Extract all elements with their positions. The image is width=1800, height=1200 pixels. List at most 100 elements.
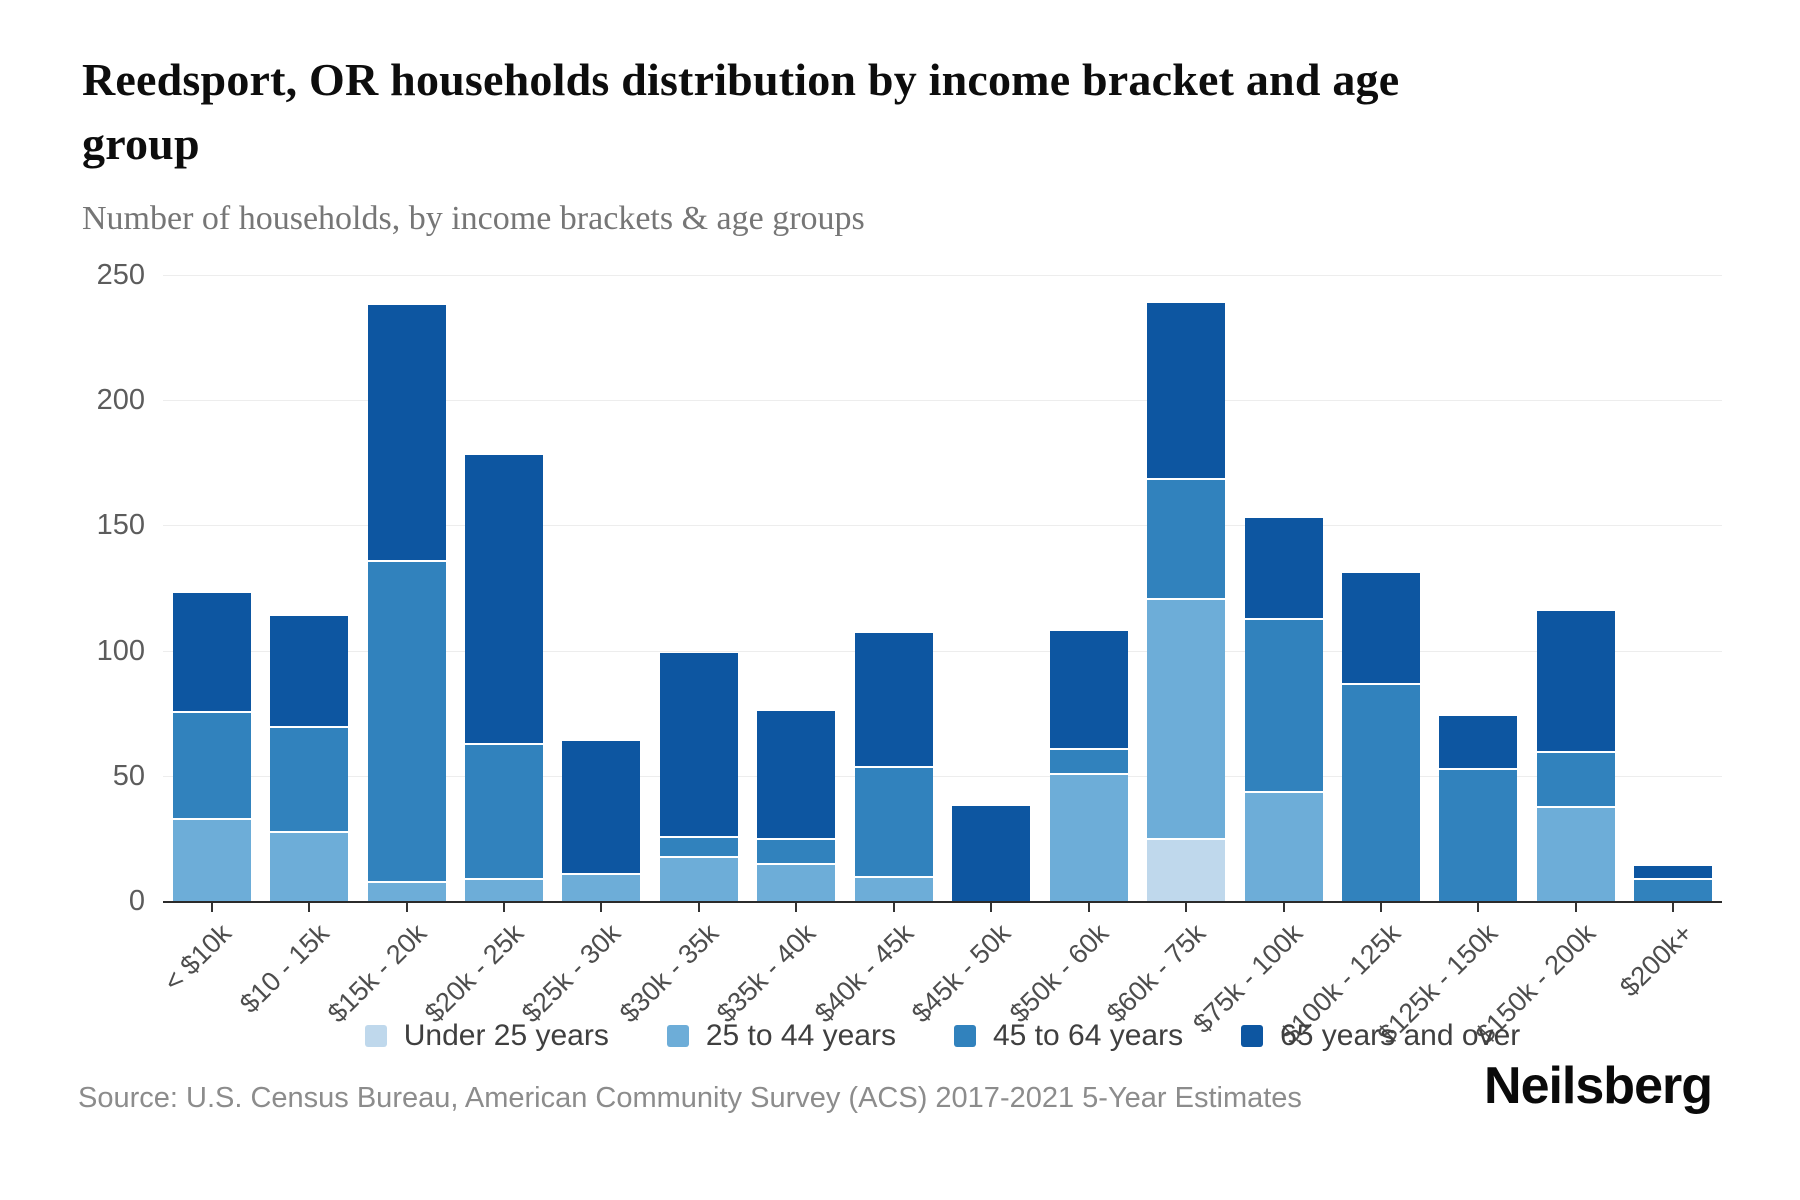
gridline-150: [163, 525, 1722, 527]
bar-segment-25 to 44 years[interactable]: [465, 878, 544, 901]
bar-segment-65 years and over[interactable]: [952, 805, 1031, 901]
bar-$50k - 60k[interactable]: [1049, 630, 1128, 901]
bar-$60k - 75k[interactable]: [1147, 302, 1226, 901]
bar-segment-25 to 44 years[interactable]: [1244, 790, 1323, 901]
bar-segment-45 to 64 years[interactable]: [1439, 768, 1518, 901]
bar-segment-25 to 44 years[interactable]: [172, 818, 251, 901]
bar-segment-65 years and over[interactable]: [1147, 302, 1226, 478]
bar-segment-65 years and over[interactable]: [562, 740, 641, 874]
bar-$200k+[interactable]: [1634, 865, 1713, 901]
y-tick-label: 150: [96, 509, 145, 542]
legend-label: 45 to 64 years: [992, 1019, 1184, 1052]
x-tick: [990, 903, 993, 912]
legend-item-25 to 44 years[interactable]: 25 to 44 years: [666, 1019, 896, 1053]
bar-segment-45 to 64 years[interactable]: [367, 560, 446, 881]
bar-segment-45 to 64 years[interactable]: [1049, 748, 1128, 774]
bar-$75k - 100k[interactable]: [1244, 517, 1323, 901]
bar-segment-45 to 64 years[interactable]: [465, 743, 544, 879]
bar-segment-25 to 44 years[interactable]: [1147, 598, 1226, 839]
x-tick-label: $40k - 45k: [808, 918, 919, 1029]
gridline-200: [163, 400, 1722, 402]
x-tick: [503, 903, 506, 912]
bar-segment-65 years and over[interactable]: [367, 305, 446, 561]
bar-$25k - 30k[interactable]: [562, 740, 641, 901]
x-tick: [405, 903, 408, 912]
bar-segment-65 years and over[interactable]: [854, 633, 933, 766]
bar-segment-45 to 64 years[interactable]: [1634, 878, 1713, 901]
bar-< $10k[interactable]: [172, 593, 251, 901]
gridline-100: [163, 650, 1722, 652]
x-tick-label: $15k - 20k: [321, 918, 432, 1029]
bar-segment-25 to 44 years[interactable]: [757, 863, 836, 901]
bar-$35k - 40k[interactable]: [757, 710, 836, 901]
x-tick-label: $25k - 30k: [516, 918, 627, 1029]
bar-$20k - 25k[interactable]: [465, 455, 544, 901]
bar-segment-65 years and over[interactable]: [1049, 630, 1128, 749]
legend-item-65 years and over[interactable]: 65 years and over: [1241, 1019, 1520, 1053]
legend-swatch: [953, 1025, 976, 1047]
x-tick: [1379, 903, 1382, 912]
legend-swatch: [666, 1025, 689, 1047]
bar-segment-65 years and over[interactable]: [1536, 610, 1615, 751]
x-tick: [600, 903, 603, 912]
bar-segment-45 to 64 years[interactable]: [1536, 750, 1615, 806]
bar-segment-25 to 44 years[interactable]: [1049, 773, 1128, 901]
x-tick-label: $20k - 25k: [418, 918, 530, 1029]
bar-$30k - 35k[interactable]: [659, 653, 738, 901]
bar-segment-65 years and over[interactable]: [1439, 715, 1518, 769]
bar-segment-25 to 44 years[interactable]: [1536, 805, 1615, 901]
legend: Under 25 years 25 to 44 years 45 to 64 yea…: [163, 1014, 1722, 1058]
bar-segment-45 to 64 years[interactable]: [1147, 477, 1226, 599]
legend-item-45 to 64 years[interactable]: 45 to 64 years: [953, 1019, 1184, 1053]
y-tick-label: 200: [96, 384, 145, 417]
bar-segment-45 to 64 years[interactable]: [270, 725, 349, 831]
bar-segment-45 to 64 years[interactable]: [659, 835, 738, 856]
bar-segment-45 to 64 years[interactable]: [1244, 618, 1323, 791]
bar-$45k - 50k[interactable]: [952, 805, 1031, 901]
bar-segment-45 to 64 years[interactable]: [172, 710, 251, 819]
bar-segment-45 to 64 years[interactable]: [757, 838, 836, 864]
bar-$150k - 200k[interactable]: [1536, 610, 1615, 901]
x-tick: [795, 903, 798, 912]
bar-segment-65 years and over[interactable]: [1341, 572, 1420, 684]
bar-segment-65 years and over[interactable]: [757, 710, 836, 839]
x-tick: [892, 903, 895, 912]
legend-item-Under 25 years[interactable]: Under 25 years: [364, 1019, 609, 1053]
bar-segment-65 years and over[interactable]: [270, 615, 349, 726]
legend-label: 65 years and over: [1280, 1019, 1521, 1052]
legend-label: Under 25 years: [403, 1019, 609, 1052]
page-title-line-1: Reedsport, OR households distribution by…: [82, 54, 1400, 105]
source-note: Source: U.S. Census Bureau, American Com…: [78, 1082, 1302, 1114]
bar-segment-25 to 44 years[interactable]: [659, 855, 738, 901]
bar-segment-25 to 44 years[interactable]: [367, 880, 446, 901]
bar-segment-65 years and over[interactable]: [172, 593, 251, 711]
bar-segment-25 to 44 years[interactable]: [270, 830, 349, 901]
y-tick-label: 0: [128, 885, 145, 917]
gridline-50: [163, 775, 1722, 777]
x-tick: [697, 903, 700, 912]
bar-$100k - 125k[interactable]: [1341, 572, 1420, 901]
bar-segment-25 to 44 years[interactable]: [854, 875, 933, 901]
bar-$10 - 15k[interactable]: [270, 615, 349, 901]
bar-segment-25 to 44 years[interactable]: [562, 873, 641, 901]
x-tick: [308, 903, 311, 912]
x-tick: [1574, 903, 1577, 912]
bar-segment-65 years and over[interactable]: [1634, 865, 1713, 879]
bar-segment-45 to 64 years[interactable]: [1341, 683, 1420, 901]
bar-segment-45 to 64 years[interactable]: [854, 765, 933, 876]
page-title: Reedsport, OR households distribution by…: [82, 48, 1399, 176]
bar-segment-65 years and over[interactable]: [1244, 517, 1323, 619]
bar-$40k - 45k[interactable]: [854, 633, 933, 901]
bar-segment-65 years and over[interactable]: [659, 653, 738, 836]
neilsberg-logo: Neilsberg: [1484, 1057, 1713, 1115]
bar-segment-65 years and over[interactable]: [465, 455, 544, 744]
bar-segment-Under 25 years[interactable]: [1147, 838, 1226, 901]
gridline-250: [163, 275, 1722, 276]
x-tick-label: $45k - 50k: [906, 918, 1017, 1029]
page-title-line-2: group: [82, 118, 200, 169]
bar-$15k - 20k[interactable]: [367, 305, 446, 901]
x-tick: [1087, 903, 1090, 912]
bar-$125k - 150k[interactable]: [1439, 715, 1518, 901]
